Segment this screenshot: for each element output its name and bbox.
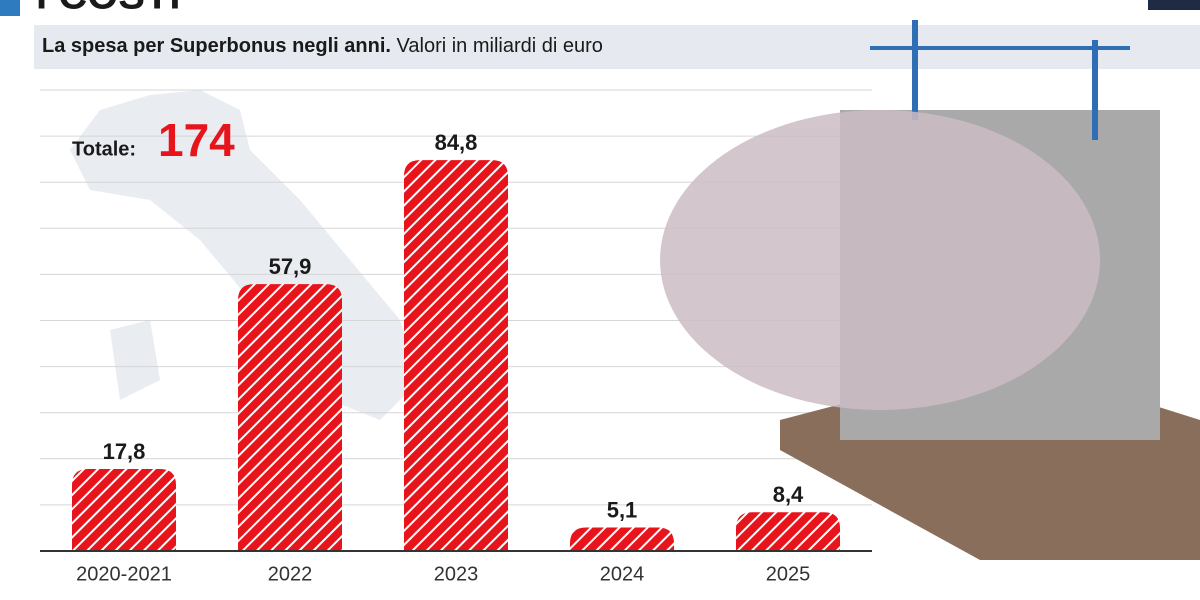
subtitle-bold: La spesa per Superbonus negli anni.: [42, 35, 391, 57]
chart-title: I COSTI: [36, 0, 180, 18]
title-marker: [0, 0, 20, 16]
unit-note: Valori in miliardi di euro: [397, 35, 603, 57]
x-tick-label: 2024: [600, 563, 645, 585]
value-label: 8,4: [773, 482, 804, 507]
value-label: 17,8: [103, 439, 146, 464]
x-tick-label: 2022: [268, 563, 313, 585]
total-label: Totale:: [72, 138, 136, 160]
x-tick-label: 2023: [434, 563, 479, 585]
value-label: 84,8: [435, 130, 478, 155]
bar: [570, 527, 674, 551]
subtitle: La spesa per Superbonus negli anni. Valo…: [42, 35, 603, 57]
banknotes: [660, 110, 1100, 410]
x-tick-label: 2020-2021: [76, 563, 172, 585]
bar: [238, 284, 342, 551]
logo: [1148, 0, 1200, 10]
bar: [404, 160, 508, 551]
value-label: 57,9: [269, 254, 312, 279]
illustration: [660, 20, 1200, 560]
bar: [72, 468, 176, 551]
value-label: 5,1: [607, 497, 638, 522]
bar: [736, 512, 840, 551]
total-value: 174: [158, 114, 235, 166]
x-tick-label: 2025: [766, 563, 811, 585]
